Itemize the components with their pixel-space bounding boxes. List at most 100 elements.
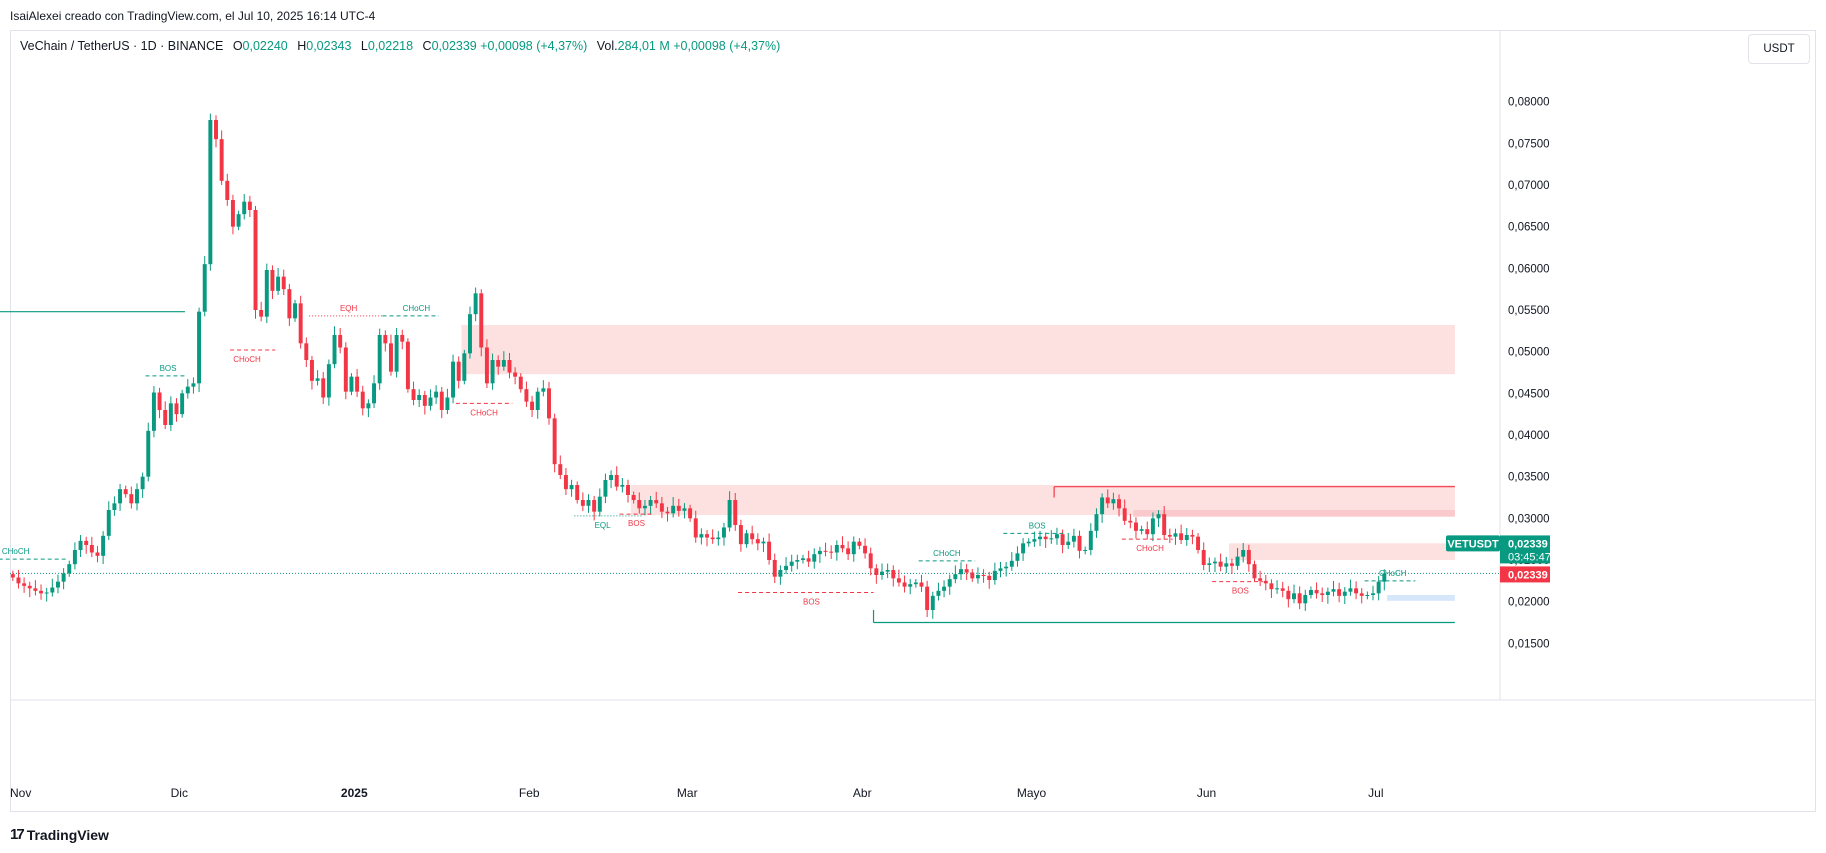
candle-body: [253, 210, 258, 310]
candle-body: [524, 389, 529, 402]
candle-body: [744, 533, 749, 545]
candle-body: [1054, 534, 1059, 539]
candle-body: [925, 586, 930, 610]
candle-body: [473, 293, 478, 315]
symbol-label[interactable]: VeChain / TetherUS · 1D · BINANCE: [20, 39, 224, 53]
candle-body: [727, 500, 732, 528]
candle-body: [716, 537, 721, 540]
candle-body: [1263, 580, 1268, 584]
candle-body: [445, 397, 450, 410]
candle-body: [50, 587, 55, 593]
candle-body: [298, 303, 303, 344]
candle-body: [1021, 543, 1026, 554]
annotation-label: EQL: [595, 521, 612, 530]
annotation-label: EQH: [340, 304, 358, 313]
candle-body: [800, 558, 805, 560]
candle-body: [468, 314, 472, 354]
candle-body: [1094, 514, 1099, 531]
annotation-label: BOS: [1029, 521, 1046, 530]
candle-body: [332, 335, 337, 365]
price-tag: 0,02339: [1508, 538, 1548, 550]
candle-body: [293, 303, 297, 319]
y-tick-label: 0,02000: [1508, 597, 1550, 609]
x-tick-label: Jul: [1368, 786, 1383, 800]
candle-body: [44, 592, 49, 594]
candle-body: [61, 573, 66, 582]
open-label: O: [232, 39, 243, 53]
candle-body: [1218, 561, 1223, 567]
candle-body: [1252, 564, 1257, 579]
candle-body: [738, 525, 743, 545]
candle-body: [688, 508, 693, 519]
candle-body: [123, 489, 128, 495]
candle-body: [151, 392, 156, 431]
close-label: C: [422, 39, 432, 53]
candle-body: [569, 485, 574, 490]
candle-body: [349, 376, 354, 392]
candle-body: [372, 383, 377, 404]
ohlc-legend: VeChain / TetherUS · 1D · BINANCE O0,022…: [20, 39, 780, 53]
candle-body: [214, 120, 218, 140]
tradingview-brand[interactable]: 17 TradingView: [10, 826, 109, 843]
candle-body: [33, 588, 38, 591]
candle-body: [908, 584, 913, 587]
candle-body: [1269, 583, 1274, 590]
candle-body: [902, 582, 907, 587]
candle-body: [1201, 550, 1206, 565]
candle-body: [626, 485, 630, 495]
y-tick-label: 0,08000: [1508, 97, 1550, 109]
candle-body: [1359, 593, 1364, 596]
candle-body: [1292, 593, 1296, 600]
y-tick-label: 0,07500: [1508, 138, 1550, 150]
candle-body: [603, 480, 608, 497]
candle-body: [185, 386, 190, 394]
candle-body: [592, 500, 597, 512]
red-price-tag-bg: [1500, 566, 1550, 583]
candle-body: [1111, 499, 1116, 504]
annotation-label: CHoCH: [403, 304, 431, 313]
candle-body: [631, 495, 636, 500]
x-tick-label: Abr: [853, 786, 872, 800]
candle-body: [101, 535, 106, 556]
currency-button[interactable]: USDT: [1748, 34, 1810, 64]
candle-body: [874, 568, 879, 575]
candle-body: [191, 383, 196, 387]
candle-body: [1173, 533, 1178, 537]
candle-body: [1179, 533, 1184, 540]
tradingview-logo-icon: 17: [10, 826, 25, 843]
candle-body: [541, 388, 546, 392]
candle-body: [1060, 534, 1065, 545]
candle-body: [676, 505, 681, 511]
candle-body: [942, 586, 947, 591]
candle-body: [1049, 538, 1054, 540]
low-label: L: [360, 39, 368, 53]
candle-body: [1088, 530, 1093, 550]
candle-body: [1280, 588, 1285, 591]
candle-body: [721, 527, 726, 538]
y-tick-label: 0,06500: [1508, 222, 1550, 234]
low-value: 0,02218: [367, 39, 414, 53]
high-value: 0,02343: [306, 39, 352, 53]
candle-body: [366, 403, 371, 409]
candle-body: [513, 372, 518, 377]
candle-body: [682, 508, 687, 511]
candle-body: [975, 575, 980, 579]
candle-body: [1105, 497, 1110, 504]
candle-body: [1224, 563, 1229, 567]
candle-body: [388, 343, 393, 372]
candle-body: [496, 360, 501, 367]
close-value: 0,02339: [431, 39, 477, 53]
open-value: 0,02240: [242, 39, 288, 53]
candle-body: [642, 505, 647, 509]
candle-body: [840, 545, 845, 549]
candle-body: [648, 500, 653, 506]
candle-body: [1150, 518, 1155, 535]
candle-body: [146, 430, 151, 477]
candle-body: [1083, 550, 1088, 551]
candle-body: [1122, 508, 1127, 521]
y-tick-label: 0,06000: [1508, 263, 1550, 275]
candle-body: [219, 139, 224, 181]
candle-body: [163, 410, 168, 425]
candle-body: [338, 335, 343, 348]
